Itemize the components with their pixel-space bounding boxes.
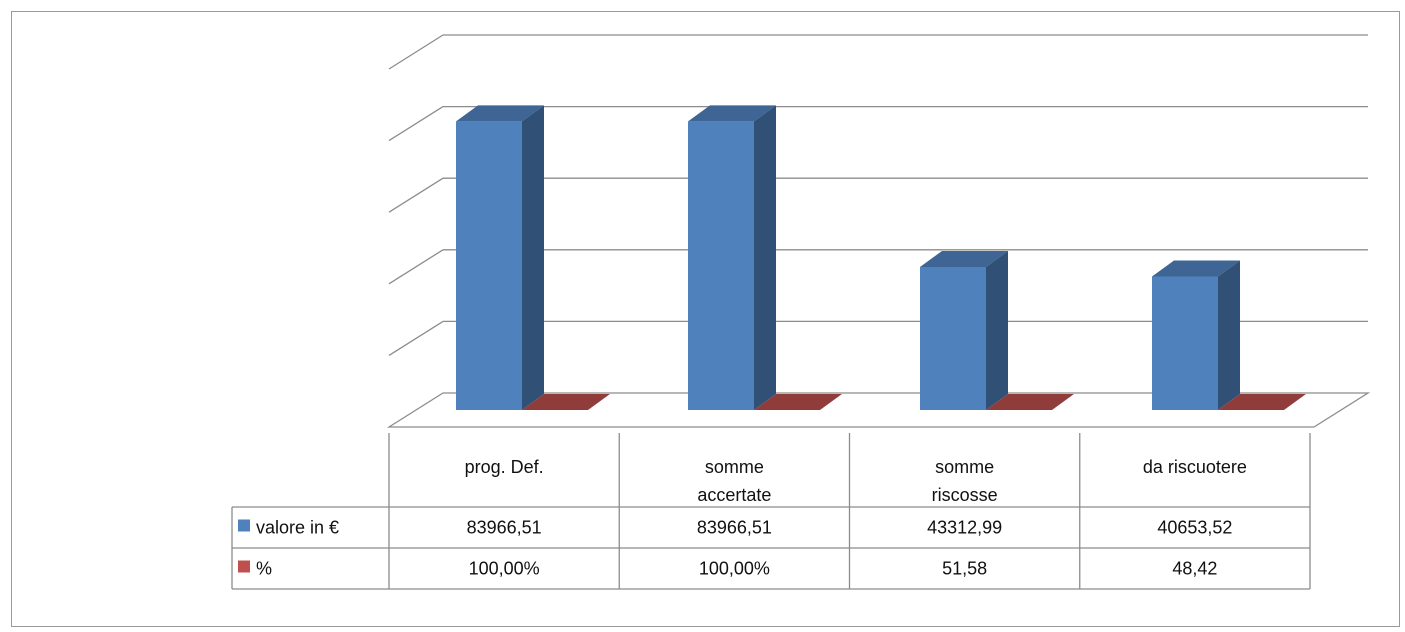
category-label: somme <box>935 457 994 477</box>
bar-percent <box>1218 394 1306 410</box>
bar-valore-top <box>688 105 776 122</box>
data-label: 40653,52 <box>1157 518 1232 538</box>
category-label: riscosse <box>932 485 998 505</box>
bar-percent <box>986 394 1074 410</box>
bar-valore <box>456 121 522 410</box>
legend-label: % <box>256 559 272 579</box>
gridline-side <box>388 249 444 285</box>
data-label: 83966,51 <box>467 518 542 538</box>
gridline-side <box>388 106 444 142</box>
category-label: da riscuotere <box>1143 457 1247 477</box>
data-label: 51,58 <box>942 559 987 579</box>
chart-floor <box>386 392 1371 428</box>
bar-valore <box>920 266 986 410</box>
legend-swatch <box>238 560 250 573</box>
data-label: 100,00% <box>699 559 770 579</box>
data-label: 83966,51 <box>697 518 772 538</box>
bar-valore <box>688 121 754 410</box>
gridline-side <box>388 320 444 356</box>
gridline-side <box>388 177 444 213</box>
bar-valore-side <box>522 105 544 410</box>
bar-valore-top <box>456 105 544 122</box>
bar-valore-side <box>754 105 776 410</box>
bar-valore <box>1152 276 1218 410</box>
data-label: 43312,99 <box>927 518 1002 538</box>
bar-valore-side <box>1218 260 1240 410</box>
category-label: accertate <box>697 485 771 505</box>
bar-percent <box>754 394 842 410</box>
bar-valore-side <box>986 250 1008 410</box>
bar-valore-top <box>920 250 1008 267</box>
category-label: prog. Def. <box>465 457 544 477</box>
gridline-side <box>388 34 444 70</box>
data-label: 48,42 <box>1172 559 1217 579</box>
bar-percent <box>522 394 610 410</box>
category-label: somme <box>705 457 764 477</box>
legend-swatch <box>238 519 250 532</box>
data-label: 100,00% <box>469 559 540 579</box>
legend-label: valore in € <box>256 518 339 538</box>
bar-valore-top <box>1152 260 1240 277</box>
